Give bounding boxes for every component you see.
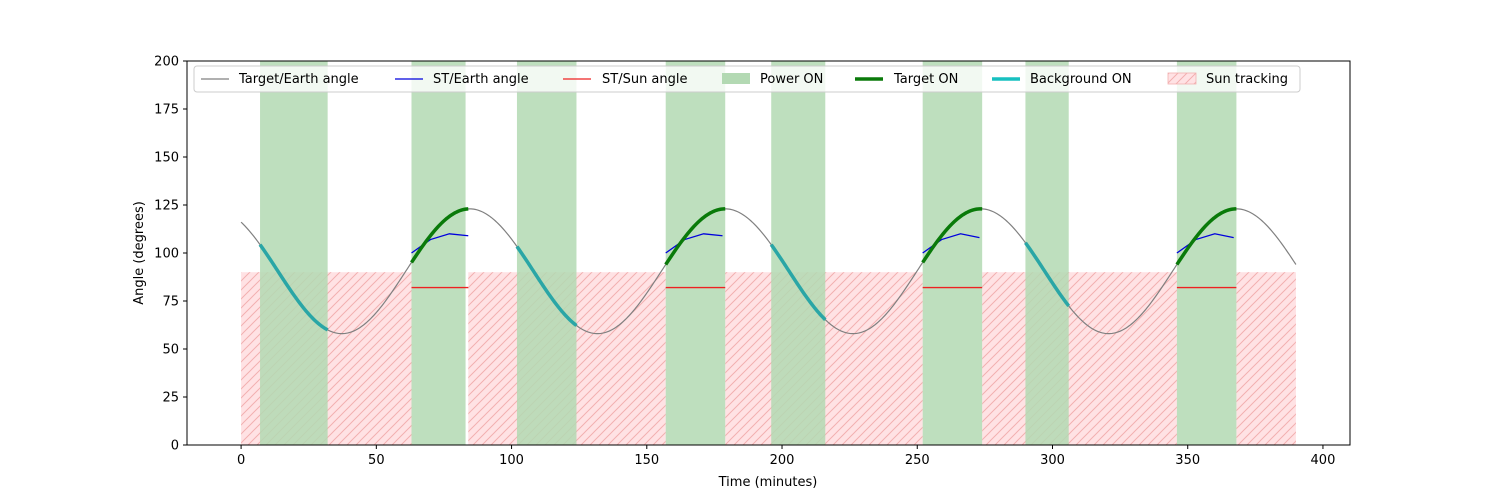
- background-on-segment: [515, 245, 578, 327]
- background-on-segment: [1024, 241, 1071, 308]
- y-tick-label: 25: [162, 391, 179, 406]
- target-on-segment: [921, 207, 983, 264]
- x-tick-label: 250: [905, 453, 930, 468]
- legend-st-earth-label: ST/Earth angle: [433, 72, 529, 87]
- x-tick-label: 400: [1311, 453, 1336, 468]
- legend-power-on-swatch: [722, 73, 750, 84]
- background-on-segment: [769, 243, 827, 321]
- power-on-band: [411, 61, 466, 445]
- y-tick-label: 150: [154, 151, 179, 166]
- data-lines: [240, 207, 1297, 335]
- x-tick-label: 150: [634, 453, 659, 468]
- legend: Target/Earth angle ST/Earth angle ST/Sun…: [193, 65, 1301, 93]
- x-tick-label: 100: [499, 453, 524, 468]
- y-axis-title: Angle (degrees): [132, 201, 147, 305]
- sun-tracking-regions: [241, 272, 1296, 445]
- legend-st-sun-label: ST/Sun angle: [602, 72, 688, 87]
- y-tick-label: 100: [154, 247, 179, 262]
- y-tick-label: 175: [154, 103, 179, 118]
- legend-target-on-label: Target ON: [893, 72, 958, 87]
- sun-tracking-hatch: [1236, 272, 1296, 445]
- legend-background-on-label: Background ON: [1030, 72, 1132, 87]
- power-on-band: [665, 61, 726, 445]
- target-on-segment: [410, 207, 469, 264]
- power-on-band: [771, 61, 826, 445]
- target-on-segment: [1175, 207, 1237, 266]
- legend-power-on-label: Power ON: [760, 72, 823, 87]
- sun-tracking-hatch: [982, 272, 1177, 445]
- y-axis-ticks: 0 25 50 75 100 125 150 175 200: [154, 55, 187, 454]
- power-on-band: [1176, 61, 1237, 445]
- y-tick-label: 75: [162, 295, 179, 310]
- legend-sun-tracking-hatch: [1168, 73, 1196, 84]
- y-tick-label: 125: [154, 199, 179, 214]
- background-on-segment: [258, 243, 329, 332]
- x-tick-label: 200: [770, 453, 795, 468]
- x-tick-label: 50: [368, 453, 385, 468]
- power-on-band: [516, 61, 577, 445]
- st-earth-line: [665, 233, 723, 254]
- x-axis-ticks: 0 50 100 150 200 250 300 350 400: [237, 445, 1335, 468]
- y-tick-label: 0: [171, 439, 179, 454]
- legend-target-earth-label: Target/Earth angle: [238, 72, 359, 87]
- x-axis-title: Time (minutes): [718, 475, 818, 490]
- y-tick-label: 200: [154, 55, 179, 70]
- x-tick-label: 350: [1175, 453, 1200, 468]
- st-earth-line: [1176, 233, 1234, 254]
- x-tick-label: 0: [237, 453, 245, 468]
- legend-sun-tracking-label: Sun tracking: [1206, 72, 1288, 87]
- y-tick-label: 50: [162, 343, 179, 358]
- power-on-band: [922, 61, 983, 445]
- x-tick-label: 300: [1040, 453, 1065, 468]
- target-on-segment: [664, 207, 726, 266]
- power-on-bands: [260, 61, 1237, 445]
- power-on-band: [260, 61, 328, 445]
